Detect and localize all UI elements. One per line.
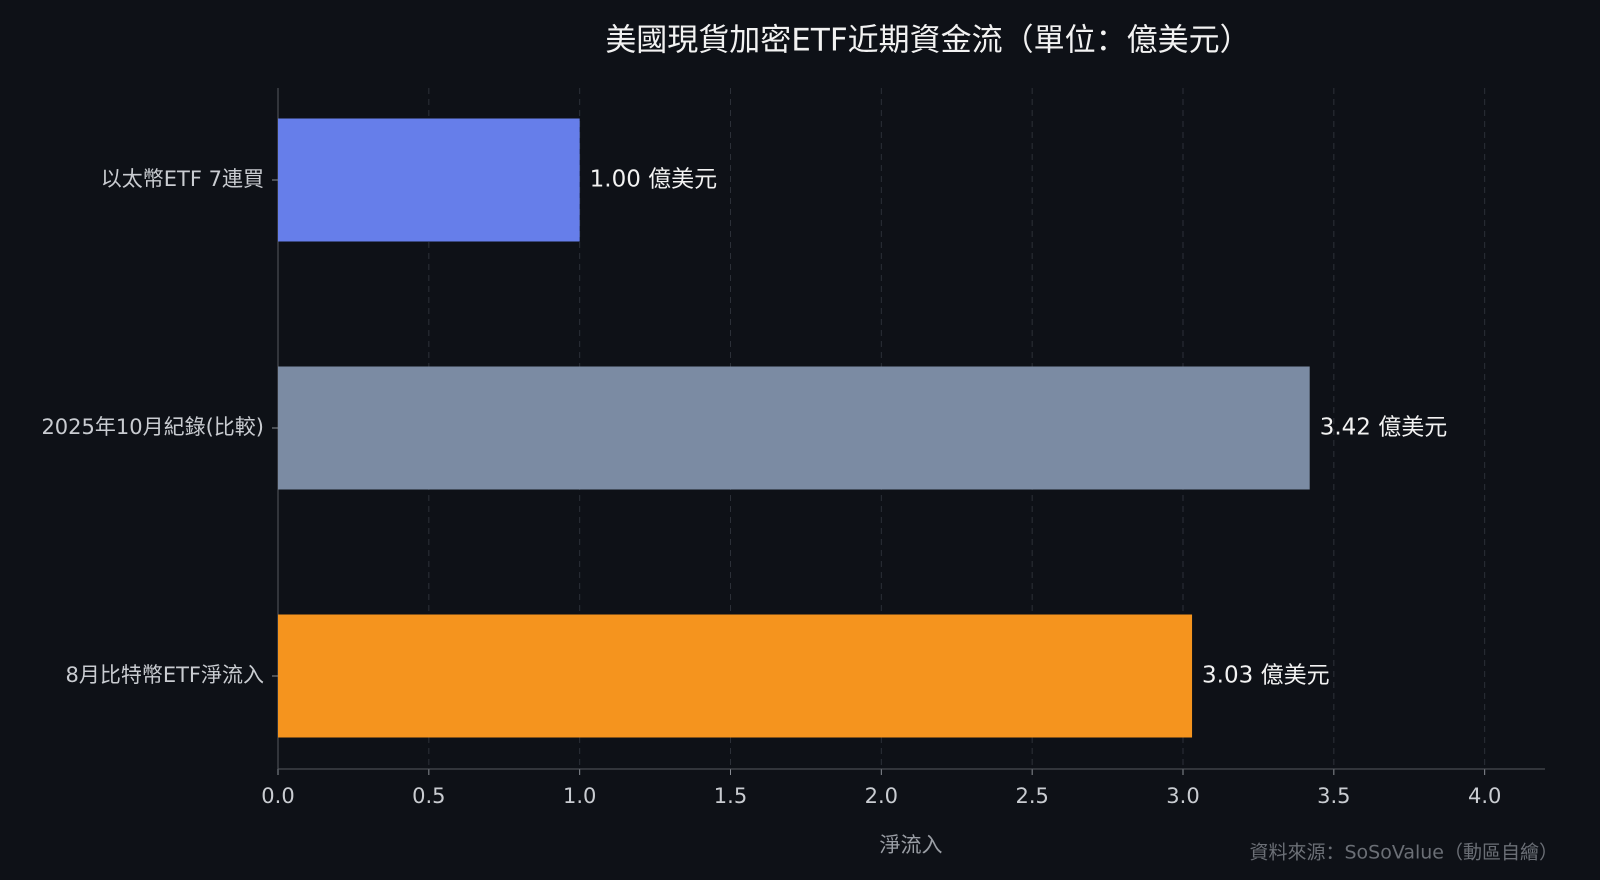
x-tick-label: 3.5 [1317, 784, 1350, 808]
chart-title: 美國現貨加密ETF近期資金流（單位：億美元） [605, 23, 1250, 59]
x-tick-label: 0.0 [261, 784, 294, 808]
bar [278, 118, 580, 242]
x-tick-label: 2.5 [1015, 784, 1048, 808]
value-label: 3.42 億美元 [1320, 415, 1448, 441]
x-tick-label: 0.5 [412, 784, 445, 808]
x-tick-label: 1.0 [563, 784, 596, 808]
bar [278, 614, 1193, 738]
bar [278, 366, 1310, 490]
source-note: 資料來源：SoSoValue（動區自繪） [1249, 842, 1558, 864]
x-axis-label: 淨流入 [880, 833, 943, 857]
value-label: 3.03 億美元 [1202, 663, 1330, 689]
x-tick-label: 2.0 [865, 784, 898, 808]
x-tick-label: 1.5 [714, 784, 747, 808]
y-tick-label: 8月比特幣ETF淨流入 [65, 663, 264, 687]
x-tick-label: 3.0 [1166, 784, 1199, 808]
y-tick-label: 以太幣ETF 7連買 [101, 167, 264, 191]
value-label: 1.00 億美元 [590, 167, 718, 193]
y-tick-label: 2025年10月紀錄(比較) [41, 415, 264, 439]
x-tick-label: 4.0 [1468, 784, 1501, 808]
